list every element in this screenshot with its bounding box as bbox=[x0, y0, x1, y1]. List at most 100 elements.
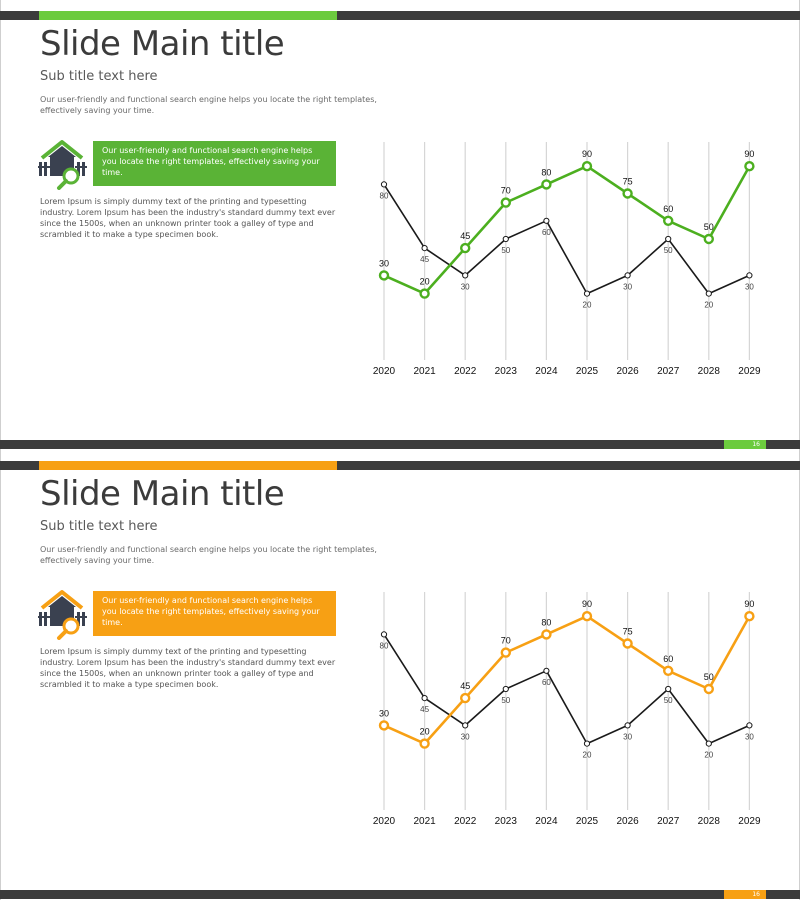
primary-data-point bbox=[703, 233, 714, 245]
x-tick-label: 2026 bbox=[616, 366, 639, 377]
x-tick-label: 2021 bbox=[413, 366, 436, 377]
secondary-data-point bbox=[705, 740, 712, 747]
secondary-data-point bbox=[421, 245, 428, 252]
primary-data-label: 30 bbox=[379, 708, 389, 718]
x-tick-label: 2024 bbox=[535, 366, 558, 377]
body-text: Lorem Ipsum is simply dummy text of the … bbox=[40, 197, 336, 239]
primary-data-point bbox=[744, 611, 755, 622]
primary-data-point bbox=[744, 161, 755, 172]
secondary-data-point bbox=[705, 290, 712, 297]
primary-data-label: 50 bbox=[704, 672, 714, 682]
secondary-data-label: 30 bbox=[461, 282, 470, 291]
primary-data-point bbox=[459, 692, 471, 704]
secondary-data-label: 45 bbox=[420, 255, 429, 264]
secondary-series-line bbox=[383, 633, 750, 745]
secondary-data-label: 20 bbox=[704, 301, 713, 310]
x-tick-label: 2028 bbox=[698, 366, 721, 377]
primary-data-label: 20 bbox=[420, 277, 430, 287]
slide-title: Slide Main title bbox=[40, 474, 285, 514]
primary-data-label: 80 bbox=[541, 167, 551, 177]
secondary-data-point bbox=[583, 290, 591, 297]
primary-data-label: 75 bbox=[623, 177, 633, 187]
primary-data-label: 70 bbox=[501, 186, 511, 196]
secondary-data-point bbox=[462, 722, 469, 729]
x-tick-label: 2021 bbox=[413, 816, 436, 827]
bottom-bar bbox=[0, 440, 800, 449]
secondary-data-point bbox=[665, 235, 672, 243]
primary-data-label: 70 bbox=[501, 636, 511, 646]
page-number: 16 bbox=[724, 890, 766, 899]
primary-data-point bbox=[419, 738, 430, 749]
secondary-data-label: 30 bbox=[745, 282, 754, 291]
line-chart: 2020 2021 2022 2023 2024 2025 2026 2027 2028 2029… bbox=[373, 142, 761, 377]
primary-data-point bbox=[622, 638, 633, 649]
primary-data-point bbox=[378, 270, 390, 281]
primary-data-point bbox=[663, 215, 674, 227]
primary-data-point bbox=[703, 683, 714, 695]
primary-data-point bbox=[622, 188, 633, 199]
primary-data-label: 60 bbox=[663, 654, 673, 664]
primary-data-label: 50 bbox=[704, 222, 714, 232]
primary-data-point bbox=[663, 665, 674, 677]
secondary-data-point bbox=[380, 181, 388, 188]
secondary-series-line bbox=[383, 183, 750, 295]
page-number: 16 bbox=[724, 440, 766, 449]
secondary-data-label: 30 bbox=[623, 282, 632, 291]
x-tick-label: 2025 bbox=[576, 816, 599, 827]
line-chart: 2020 2021 2022 2023 2024 2025 2026 2027 2028 2029… bbox=[373, 592, 761, 827]
primary-data-label: 75 bbox=[623, 627, 633, 637]
primary-data-point bbox=[500, 647, 512, 658]
primary-data-label: 90 bbox=[582, 149, 592, 159]
top-bar bbox=[0, 461, 800, 470]
slide-title: Slide Main title bbox=[40, 24, 285, 64]
secondary-data-point bbox=[665, 685, 672, 693]
x-tick-label: 2020 bbox=[373, 366, 396, 377]
primary-data-point bbox=[541, 179, 552, 190]
secondary-data-label: 50 bbox=[501, 246, 510, 255]
top-bar bbox=[0, 11, 800, 20]
x-tick-label: 2025 bbox=[576, 366, 599, 377]
secondary-data-label: 20 bbox=[704, 751, 713, 760]
primary-data-point bbox=[378, 720, 390, 731]
primary-data-point bbox=[419, 288, 430, 299]
secondary-data-label: 50 bbox=[501, 696, 510, 705]
primary-series-line bbox=[383, 614, 751, 745]
primary-data-label: 45 bbox=[460, 681, 470, 691]
primary-data-label: 80 bbox=[541, 617, 551, 627]
secondary-data-point bbox=[502, 685, 509, 693]
primary-data-point bbox=[500, 197, 512, 208]
secondary-data-label: 30 bbox=[745, 732, 754, 741]
secondary-data-label: 30 bbox=[623, 732, 632, 741]
secondary-data-point bbox=[380, 631, 388, 638]
primary-data-point bbox=[581, 611, 593, 622]
x-tick-label: 2027 bbox=[657, 816, 680, 827]
primary-data-point bbox=[541, 629, 552, 640]
house-search-icon bbox=[38, 590, 87, 640]
x-tick-label: 2022 bbox=[454, 366, 477, 377]
secondary-data-label: 50 bbox=[664, 246, 673, 255]
top-accent-bar bbox=[39, 11, 337, 20]
primary-data-label: 30 bbox=[379, 258, 389, 268]
primary-data-label: 90 bbox=[582, 599, 592, 609]
x-tick-label: 2029 bbox=[738, 366, 761, 377]
x-tick-label: 2023 bbox=[495, 366, 518, 377]
secondary-data-label: 60 bbox=[542, 678, 551, 687]
top-accent-bar bbox=[39, 461, 337, 470]
x-tick-label: 2026 bbox=[616, 816, 639, 827]
primary-data-point bbox=[459, 242, 471, 254]
x-tick-label: 2029 bbox=[738, 816, 761, 827]
secondary-data-label: 60 bbox=[542, 228, 551, 237]
x-tick-label: 2023 bbox=[495, 816, 518, 827]
x-tick-label: 2020 bbox=[373, 816, 396, 827]
secondary-data-point bbox=[543, 667, 550, 674]
primary-data-label: 20 bbox=[420, 727, 430, 737]
highlight-box: Our user-friendly and functional search … bbox=[93, 591, 336, 636]
bottom-bar bbox=[0, 890, 800, 899]
primary-data-label: 90 bbox=[744, 149, 754, 159]
house-search-icon bbox=[38, 140, 87, 190]
x-tick-label: 2027 bbox=[657, 366, 680, 377]
primary-data-label: 45 bbox=[460, 231, 470, 241]
slide-subtitle: Sub title text here bbox=[40, 69, 158, 84]
slide-subtitle: Sub title text here bbox=[40, 519, 158, 534]
primary-data-label: 60 bbox=[663, 204, 673, 214]
